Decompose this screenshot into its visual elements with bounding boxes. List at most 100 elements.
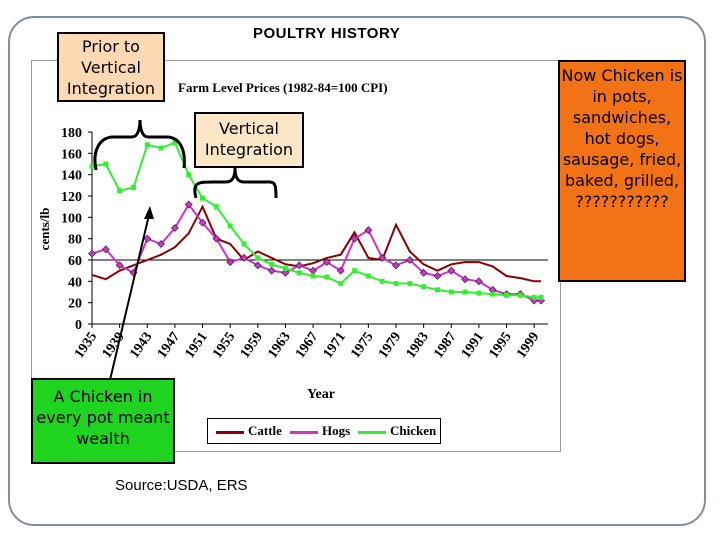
- legend-swatch-chicken: [358, 431, 386, 434]
- chart-title: Farm Level Prices (1982-84=100 CPI): [178, 80, 388, 95]
- callout-chicken-in-every-pot: A Chicken in every pot meant wealth: [31, 378, 175, 464]
- series-line-hogs: [91, 202, 542, 302]
- data-point-chicken: [213, 204, 219, 210]
- x-tick-label: 1963: [265, 330, 293, 362]
- source-note: Source:USDA, ERS: [115, 477, 248, 494]
- data-point-hogs: [198, 218, 207, 227]
- y-tick-label: 0: [75, 318, 82, 333]
- data-point-chicken: [352, 268, 358, 274]
- data-point-chicken: [434, 287, 440, 293]
- data-point-chicken: [117, 188, 123, 194]
- y-tick-label: 80: [68, 233, 82, 248]
- data-point-chicken: [338, 280, 344, 286]
- legend-label-hogs: Hogs: [322, 423, 351, 438]
- y-tick-label: 140: [61, 169, 82, 184]
- data-point-hogs: [170, 224, 179, 232]
- data-point-hogs: [253, 261, 262, 270]
- x-tick-label: 1983: [404, 330, 432, 362]
- legend-label-chicken: Chicken: [390, 423, 437, 438]
- data-point-hogs: [364, 226, 373, 235]
- series-line-cattle: [91, 204, 542, 283]
- legend-label-cattle: Cattle: [248, 423, 282, 438]
- data-point-hogs: [143, 234, 152, 243]
- bracket-vertical: [193, 167, 278, 199]
- data-point-hogs: [461, 275, 470, 284]
- x-tick-label: 1947: [155, 330, 183, 362]
- x-tick-label: 1991: [459, 330, 487, 362]
- data-point-chicken: [504, 292, 510, 298]
- data-point-hogs: [281, 268, 290, 277]
- data-point-chicken: [144, 142, 150, 148]
- data-point-chicken: [172, 140, 178, 146]
- data-point-chicken: [421, 284, 427, 290]
- x-tick-label: 1951: [182, 330, 210, 362]
- data-point-chicken: [227, 223, 233, 229]
- data-point-chicken: [158, 145, 164, 151]
- data-point-hogs: [350, 234, 359, 243]
- data-point-hogs: [447, 266, 456, 275]
- data-point-chicken: [296, 270, 302, 276]
- data-point-hogs: [405, 256, 414, 264]
- data-point-chicken: [255, 255, 261, 261]
- data-point-hogs: [336, 266, 345, 275]
- x-tick-label: 1943: [127, 330, 155, 362]
- data-point-chicken: [407, 280, 413, 286]
- x-tick-label: 1939: [100, 330, 128, 362]
- x-tick-label: 1955: [210, 330, 238, 362]
- data-point-hogs: [226, 258, 235, 267]
- y-tick-label: 120: [61, 190, 82, 205]
- x-tick-label: 1971: [321, 330, 349, 362]
- data-point-hogs: [433, 272, 442, 280]
- data-point-hogs: [419, 268, 428, 277]
- x-tick-label: 1999: [514, 330, 542, 362]
- data-point-chicken: [448, 289, 454, 295]
- data-point-hogs: [474, 277, 483, 286]
- y-tick-label: 40: [68, 275, 82, 290]
- data-point-chicken: [393, 280, 399, 286]
- data-point-hogs: [322, 258, 331, 267]
- callout-prior-to-vertical-integration: Prior to Vertical Integration: [57, 32, 165, 102]
- data-point-chicken: [476, 290, 482, 296]
- data-point-chicken: [462, 289, 468, 295]
- data-point-hogs: [378, 253, 387, 262]
- x-tick-label: 1987: [431, 330, 459, 362]
- data-point-chicken: [282, 266, 288, 272]
- y-tick-label: 20: [68, 297, 82, 312]
- data-point-hogs: [115, 261, 124, 270]
- x-tick-label: 1935: [72, 330, 100, 362]
- arrow-head-icon: [144, 206, 154, 219]
- data-point-chicken: [200, 195, 206, 201]
- data-point-chicken: [490, 291, 496, 297]
- data-point-hogs: [101, 245, 110, 254]
- data-point-hogs: [157, 240, 166, 248]
- y-tick-label: 160: [61, 147, 82, 162]
- data-point-hogs: [295, 261, 304, 270]
- data-point-chicken: [379, 278, 385, 284]
- data-point-chicken: [89, 163, 95, 169]
- data-point-chicken: [241, 241, 247, 247]
- callout-vertical-integration: Vertical Integration: [194, 112, 304, 168]
- data-point-chicken: [531, 294, 537, 300]
- x-tick-label: 1959: [238, 330, 266, 362]
- legend-swatch-cattle: [216, 431, 244, 434]
- bracket-prior: [93, 119, 186, 171]
- y-tick-label: 100: [61, 211, 82, 226]
- x-tick-label: 1975: [348, 330, 376, 362]
- y-tick-label: 180: [61, 126, 82, 141]
- callout-now-chicken: Now Chicken is in pots, sandwiches, hot …: [558, 60, 686, 282]
- slide-frame: [8, 16, 706, 526]
- data-point-chicken: [538, 294, 544, 300]
- arrow-chicken-pot: [109, 214, 150, 381]
- y-axis-label: cents/lb: [37, 208, 52, 251]
- data-point-hogs: [184, 200, 193, 209]
- data-point-hogs: [392, 261, 400, 270]
- data-point-chicken: [186, 172, 192, 178]
- series-line-chicken: [91, 141, 542, 299]
- data-point-chicken: [130, 184, 136, 190]
- data-point-hogs: [267, 266, 276, 275]
- data-point-chicken: [324, 274, 330, 280]
- data-point-hogs: [240, 253, 248, 262]
- x-axis-label: Year: [307, 387, 335, 402]
- y-tick-label: 60: [68, 254, 82, 269]
